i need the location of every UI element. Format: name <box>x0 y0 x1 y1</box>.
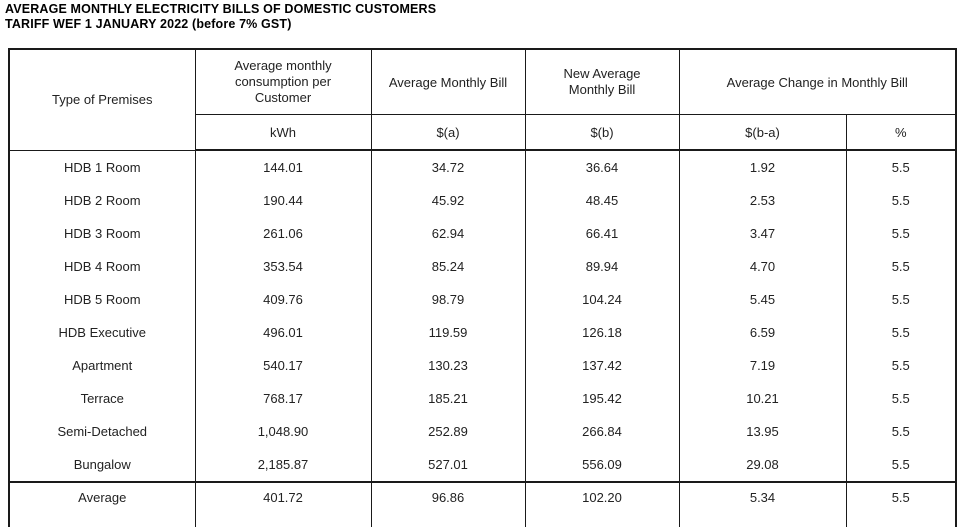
value-cell: 5.5 <box>845 150 957 184</box>
value-cell: 5.45 <box>678 283 847 316</box>
premises-label-cell: HDB 3 Room <box>8 217 196 250</box>
premises-label-cell: Terrace <box>8 382 196 415</box>
value-cell: 144.01 <box>194 150 372 184</box>
table-row: Apartment 540.17 130.23 137.42 7.19 5.5 <box>8 349 957 382</box>
value-cell: 96.86 <box>370 481 526 527</box>
value-cell: 190.44 <box>194 184 372 217</box>
col-header-avg-change: Average Change in Monthly Bill <box>678 49 957 115</box>
value-cell: 48.45 <box>524 184 680 217</box>
value-cell: 5.5 <box>845 382 957 415</box>
value-cell: 3.47 <box>678 217 847 250</box>
value-cell: 353.54 <box>194 250 372 283</box>
col-header-new-avg-monthly-bill: New Average Monthly Bill <box>524 49 680 115</box>
premises-label-cell: HDB 5 Room <box>8 283 196 316</box>
col-header-avg-consumption: Average monthly consumption per Customer <box>194 49 372 115</box>
value-cell: 401.72 <box>194 481 372 527</box>
col-header-new-avg-monthly-bill-label: New Average Monthly Bill <box>563 66 641 97</box>
value-cell: 5.34 <box>678 481 847 527</box>
value-cell: 556.09 <box>524 448 680 482</box>
value-cell: 409.76 <box>194 283 372 316</box>
value-cell: 540.17 <box>194 349 372 382</box>
table-row: HDB 2 Room 190.44 45.92 48.45 2.53 5.5 <box>8 184 957 217</box>
table-row: HDB 4 Room 353.54 85.24 89.94 4.70 5.5 <box>8 250 957 283</box>
value-cell: 1.92 <box>678 150 847 184</box>
value-cell: 1,048.90 <box>194 415 372 448</box>
value-cell: 102.20 <box>524 481 680 527</box>
value-cell: 6.59 <box>678 316 847 349</box>
table-row: Terrace 768.17 185.21 195.42 10.21 5.5 <box>8 382 957 415</box>
table-row: HDB 1 Room 144.01 34.72 36.64 1.92 5.5 <box>8 150 957 184</box>
value-cell: 89.94 <box>524 250 680 283</box>
value-cell: 13.95 <box>678 415 847 448</box>
value-cell: 5.5 <box>845 217 957 250</box>
value-cell: 5.5 <box>845 283 957 316</box>
premises-label-cell: HDB 1 Room <box>8 150 196 184</box>
value-cell: 126.18 <box>524 316 680 349</box>
table-row: HDB 3 Room 261.06 62.94 66.41 3.47 5.5 <box>8 217 957 250</box>
value-cell: 66.41 <box>524 217 680 250</box>
value-cell: 119.59 <box>370 316 526 349</box>
unit-kwh: kWh <box>194 114 372 151</box>
premises-label-cell: Apartment <box>8 349 196 382</box>
value-cell: 266.84 <box>524 415 680 448</box>
value-cell: 130.23 <box>370 349 526 382</box>
value-cell: 104.24 <box>524 283 680 316</box>
unit-dollar-b-minus-a: $(b-a) <box>678 114 847 151</box>
value-cell: 36.64 <box>524 150 680 184</box>
premises-label-cell: Average <box>8 481 196 527</box>
value-cell: 261.06 <box>194 217 372 250</box>
value-cell: 2,185.87 <box>194 448 372 482</box>
value-cell: 7.19 <box>678 349 847 382</box>
table-row: HDB 5 Room 409.76 98.79 104.24 5.45 5.5 <box>8 283 957 316</box>
premises-label-cell: HDB 2 Room <box>8 184 196 217</box>
header-row: Type of Premises Average monthly consump… <box>8 49 957 151</box>
table-row: Semi-Detached 1,048.90 252.89 266.84 13.95 5.… <box>8 415 957 448</box>
page-title: AVERAGE MONTHLY ELECTRICITY BILLS OF DOM… <box>5 2 436 32</box>
value-cell: 5.5 <box>845 448 957 482</box>
table-body: HDB 1 Room 144.01 34.72 36.64 1.92 5.5 HDB 2 R… <box>8 150 957 527</box>
value-cell: 98.79 <box>370 283 526 316</box>
premises-label-cell: HDB Executive <box>8 316 196 349</box>
col-header-type-of-premises: Type of Premises <box>8 49 196 151</box>
table-row: Bungalow 2,185.87 527.01 556.09 29.08 5.5 <box>8 448 957 482</box>
unit-percent: % <box>845 114 957 151</box>
value-cell: 62.94 <box>370 217 526 250</box>
value-cell: 5.5 <box>845 481 957 527</box>
premises-label-cell: Semi-Detached <box>8 415 196 448</box>
value-cell: 5.5 <box>845 250 957 283</box>
electricity-bills-table: Type of Premises Average monthly consump… <box>8 48 957 527</box>
table-row: HDB Executive 496.01 119.59 126.18 6.59 5.5 <box>8 316 957 349</box>
value-cell: 195.42 <box>524 382 680 415</box>
value-cell: 137.42 <box>524 349 680 382</box>
value-cell: 10.21 <box>678 382 847 415</box>
value-cell: 29.08 <box>678 448 847 482</box>
value-cell: 2.53 <box>678 184 847 217</box>
value-cell: 527.01 <box>370 448 526 482</box>
value-cell: 5.5 <box>845 316 957 349</box>
value-cell: 4.70 <box>678 250 847 283</box>
value-cell: 5.5 <box>845 415 957 448</box>
col-header-avg-monthly-bill: Average Monthly Bill <box>370 49 526 115</box>
value-cell: 252.89 <box>370 415 526 448</box>
premises-label-cell: Bungalow <box>8 448 196 482</box>
value-cell: 85.24 <box>370 250 526 283</box>
units-row: kWh $(a) $(b) $(b-a) % <box>9 114 957 151</box>
value-cell: 5.5 <box>845 184 957 217</box>
page-title-line2: TARIFF WEF 1 JANUARY 2022 (before 7% GST… <box>5 17 292 31</box>
premises-label-cell: HDB 4 Room <box>8 250 196 283</box>
page-title-line1: AVERAGE MONTHLY ELECTRICITY BILLS OF DOM… <box>5 2 437 16</box>
col-header-avg-consumption-label: Average monthly consumption per Customer <box>234 58 332 105</box>
value-cell: 45.92 <box>370 184 526 217</box>
unit-dollar-a: $(a) <box>370 114 526 151</box>
unit-dollar-b: $(b) <box>524 114 680 151</box>
value-cell: 5.5 <box>845 349 957 382</box>
value-cell: 496.01 <box>194 316 372 349</box>
value-cell: 185.21 <box>370 382 526 415</box>
value-cell: 34.72 <box>370 150 526 184</box>
summary-row: Average 401.72 96.86 102.20 5.34 5.5 <box>8 481 957 527</box>
value-cell: 768.17 <box>194 382 372 415</box>
